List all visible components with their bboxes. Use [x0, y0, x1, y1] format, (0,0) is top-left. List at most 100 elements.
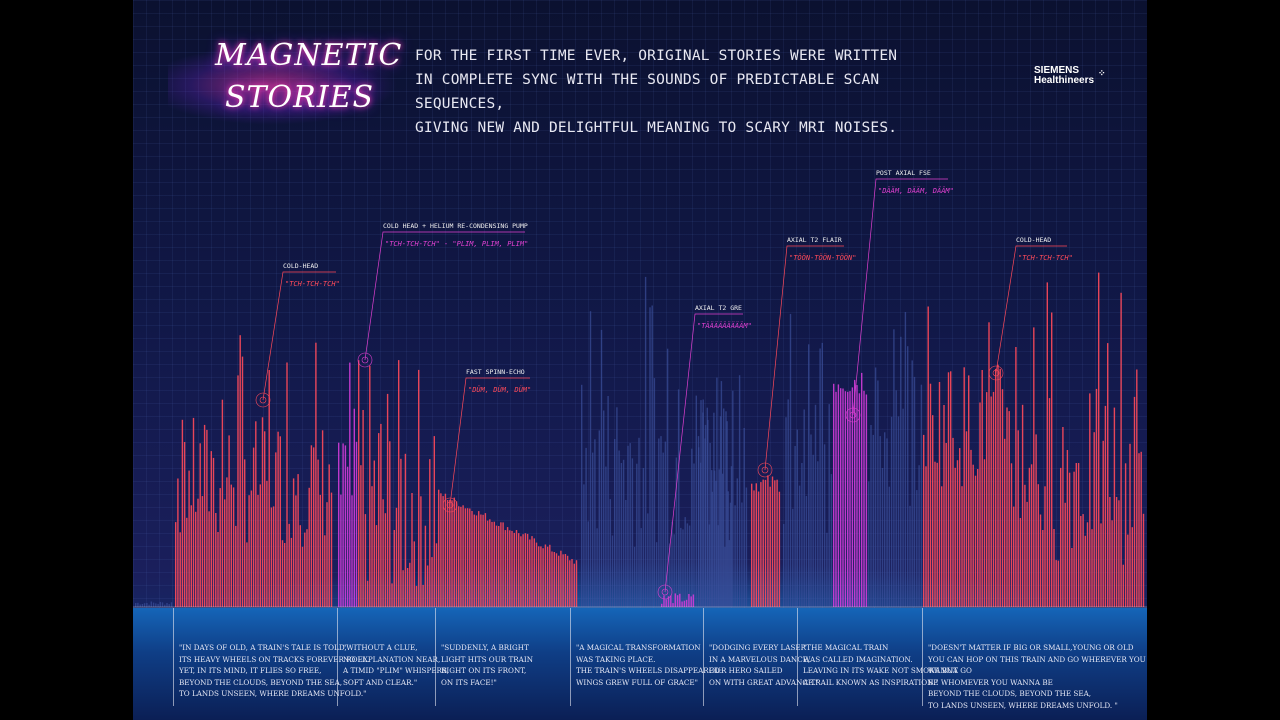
- wave-bar: [819, 348, 821, 607]
- wave-bar: [458, 506, 460, 607]
- wave-bar: [295, 495, 297, 607]
- wave-bar: [904, 312, 907, 607]
- wave-bar: [868, 481, 870, 607]
- wave-bar: [959, 448, 961, 607]
- wave-bar: [625, 500, 627, 607]
- wave-bar: [881, 468, 884, 607]
- wave-bar: [629, 443, 631, 607]
- wave-bar: [384, 513, 387, 607]
- wave-bar: [190, 505, 192, 607]
- wave-bar: [139, 604, 141, 607]
- wave-bar: [538, 546, 540, 607]
- wave-bar: [683, 600, 686, 607]
- wave-bar: [734, 505, 736, 607]
- wave-bar: [270, 507, 273, 607]
- wave-bar: [1142, 513, 1145, 607]
- wave-bar: [1060, 467, 1062, 607]
- wave-bar: [753, 490, 755, 607]
- wave-bar: [1001, 389, 1004, 607]
- wave-bar: [665, 599, 667, 607]
- wave-bar: [442, 496, 444, 607]
- sequence-label-sound: "TÖÖN-TÖÖN-TÖÖN": [789, 254, 857, 262]
- wave-bar: [195, 511, 197, 607]
- wave-bar: [201, 496, 204, 607]
- bottom-band: [133, 608, 1147, 720]
- story-caption: "WITHOUT A CLUE, NO EXPLANATION NEAR, A …: [343, 643, 449, 687]
- wave-bar: [290, 537, 293, 607]
- sequence-label-sound: "DÜM, DÜM, DÜM": [468, 386, 532, 394]
- wave-bar: [391, 583, 393, 607]
- wave-bar: [364, 514, 367, 607]
- wave-bar: [266, 480, 268, 607]
- wave-bar: [651, 305, 653, 607]
- wave-bar: [159, 601, 161, 607]
- wave-bar: [540, 546, 542, 607]
- wave-bar: [902, 408, 904, 607]
- wave-bar: [228, 435, 230, 607]
- wave-bar: [995, 368, 997, 607]
- wave-bar: [954, 467, 956, 607]
- wave-bar: [375, 525, 378, 607]
- wave-bar: [1046, 282, 1048, 607]
- wave-bar: [662, 452, 664, 607]
- wave-bar: [986, 392, 988, 607]
- wave-bar: [870, 425, 872, 607]
- wave-bar: [700, 400, 702, 607]
- wave-bar: [438, 489, 440, 607]
- wave-bar: [614, 439, 616, 607]
- wave-bar: [219, 488, 221, 607]
- label-target-ring: [992, 369, 1000, 377]
- wave-bar: [636, 463, 638, 607]
- wave-bar: [495, 525, 498, 607]
- wave-bar: [422, 584, 424, 607]
- wave-bar: [1010, 463, 1013, 607]
- wave-bar: [936, 462, 938, 607]
- sequence-label-title: POST AXIAL FSE: [876, 169, 931, 177]
- wave-bar: [762, 479, 764, 607]
- wave-bar: [279, 436, 281, 607]
- wave-bar: [566, 555, 569, 607]
- wave-bar: [920, 384, 923, 607]
- wave-bar: [1089, 393, 1091, 607]
- wave-bar: [911, 360, 913, 607]
- wave-bar: [741, 502, 743, 607]
- wave-bar: [542, 548, 544, 607]
- wave-bar: [745, 487, 748, 607]
- wave-bar: [814, 404, 817, 607]
- wave-bar: [730, 466, 733, 607]
- wave-bar: [638, 437, 640, 607]
- wave-bar: [945, 443, 947, 607]
- wave-bar: [963, 367, 965, 607]
- wave-bar: [1039, 514, 1042, 607]
- wave-bar: [1082, 514, 1084, 607]
- wave-bar: [509, 530, 511, 607]
- wave-bar: [847, 391, 849, 607]
- wave-bar: [378, 433, 380, 607]
- wave-bar: [1066, 450, 1069, 607]
- wave-bar: [1042, 530, 1044, 607]
- wave-bar: [767, 475, 769, 607]
- wave-bar: [907, 346, 909, 607]
- wave-bar: [671, 521, 673, 607]
- wave-bar: [861, 372, 863, 607]
- wave-bar: [672, 603, 674, 607]
- wave-bar: [551, 551, 553, 607]
- wave-bar: [661, 603, 663, 607]
- wave-bar: [1138, 453, 1140, 607]
- wave-bar: [736, 478, 738, 607]
- wave-bar: [420, 496, 422, 607]
- wave-bar: [620, 463, 623, 607]
- wave-bar: [208, 511, 210, 607]
- wave-bar: [446, 500, 449, 607]
- label-target-ring: [657, 584, 673, 600]
- wave-bar: [682, 529, 684, 607]
- wave-bar: [616, 407, 618, 607]
- wave-bar: [1098, 272, 1100, 607]
- wave-bar: [877, 380, 879, 607]
- wave-bar: [972, 464, 974, 607]
- wave-bar: [968, 375, 970, 607]
- wave-bar: [288, 523, 290, 607]
- label-target-ring: [446, 501, 454, 509]
- wave-bar: [324, 535, 326, 607]
- wave-bar: [206, 429, 208, 607]
